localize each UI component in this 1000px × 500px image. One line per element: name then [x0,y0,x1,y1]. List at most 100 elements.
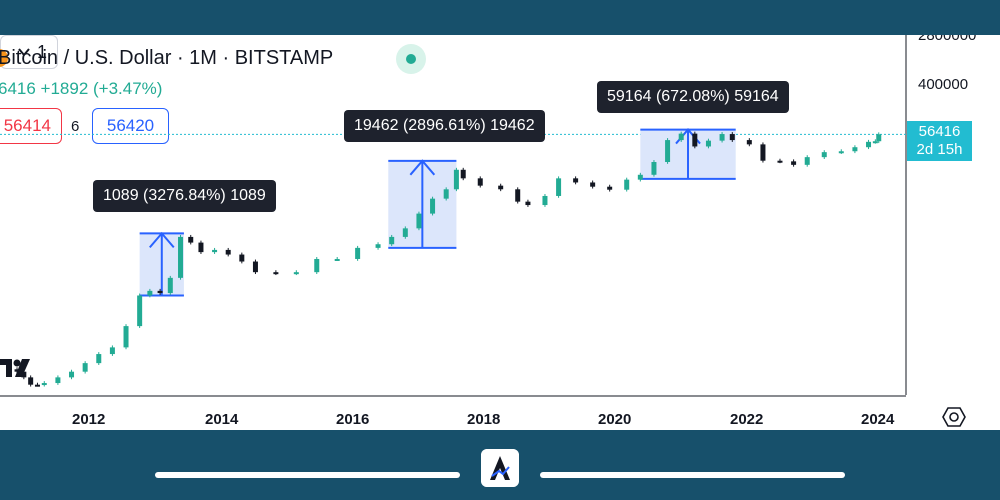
candle-body [872,141,878,144]
candle[interactable] [82,361,88,374]
candle[interactable] [872,139,878,144]
candle[interactable] [389,234,395,247]
top-band [0,0,1000,35]
candle[interactable] [41,381,47,387]
candle[interactable] [525,199,531,207]
candle[interactable] [515,187,521,204]
current-price-tag: 56416 2d 15h [907,121,972,161]
candle[interactable] [719,132,725,143]
price-chart[interactable] [0,35,1000,430]
candle[interactable] [678,131,684,142]
candle[interactable] [746,138,752,147]
candle[interactable] [590,180,596,189]
candle[interactable] [705,138,711,149]
candle[interactable] [760,142,766,163]
buy-button[interactable]: 56420 [92,108,169,144]
candle-body [515,189,521,202]
candle-body [746,140,752,145]
candle-body [416,213,422,229]
candle[interactable] [178,234,184,280]
candle-body [525,201,531,206]
candle-body [821,152,827,158]
candle-body [477,178,483,186]
candle[interactable] [729,132,735,142]
time-tick-label: 2014 [205,411,239,428]
candle[interactable] [791,159,797,167]
candle[interactable] [838,149,844,154]
candle-body [34,384,40,387]
candle[interactable] [651,160,657,177]
candle[interactable] [198,240,204,254]
candle[interactable] [34,382,40,387]
candle[interactable] [293,270,299,276]
candle[interactable] [334,257,340,261]
candle[interactable] [225,247,231,257]
candle-body [375,244,381,248]
candle[interactable] [28,375,34,387]
candle[interactable] [109,345,115,356]
candle[interactable] [273,270,279,276]
settings-gear-icon[interactable] [942,405,966,429]
candle[interactable] [852,145,858,154]
candle[interactable] [443,187,449,201]
candle[interactable] [665,138,671,164]
candle[interactable] [188,234,194,245]
candle[interactable] [123,324,129,350]
range-measure-2[interactable] [388,159,457,249]
candle[interactable] [804,155,810,167]
candle-body [838,151,844,154]
candle[interactable] [96,352,102,365]
candle[interactable] [637,172,643,182]
candle[interactable] [252,259,258,275]
candle[interactable] [239,252,245,264]
range-measure-1[interactable] [139,231,184,297]
candle[interactable] [212,247,218,254]
candle[interactable] [137,293,143,328]
candle[interactable] [157,288,163,295]
candle[interactable] [498,183,504,192]
bitcoin-icon [0,49,8,67]
symbol-title[interactable]: Bitcoin / U.S. Dollar · 1M · BITSTAMP [0,47,334,69]
candle-body [109,347,115,355]
sell-button[interactable]: 56414 [0,108,62,144]
candle[interactable] [355,245,361,261]
candle-body [239,254,245,262]
candle[interactable] [167,275,173,295]
candle[interactable] [556,176,562,198]
candle[interactable] [69,369,75,380]
candle[interactable] [460,167,466,181]
candle[interactable] [777,158,783,164]
candle[interactable] [314,257,320,275]
candle-body [402,228,408,237]
candle-body [665,140,671,163]
candle[interactable] [402,226,408,239]
spread-value: 6 [71,118,80,135]
candle[interactable] [375,242,381,250]
candle-body [167,277,173,294]
candle-body [82,363,88,372]
candle[interactable] [866,139,872,150]
candle[interactable] [573,176,579,185]
candle[interactable] [453,167,459,192]
candle-body [624,179,630,190]
divider-bar-left [155,472,460,478]
candle[interactable] [692,131,698,149]
indicators-count: 1 [36,41,47,62]
candle[interactable] [821,150,827,159]
chart-panel[interactable]: Bitcoin / U.S. Dollar · 1M · BITSTAMP 64… [0,35,1000,430]
candle[interactable] [147,288,153,298]
candle[interactable] [542,194,548,207]
candle-body [137,295,143,327]
candle[interactable] [416,211,422,231]
chevron-down-icon [18,48,30,57]
candle[interactable] [607,184,613,192]
candle-body [556,178,562,196]
candle-body [443,189,449,199]
candle[interactable] [430,196,436,216]
range-label: 1089 (3276.84%) 1089 [93,180,276,212]
candle[interactable] [477,176,483,188]
candle[interactable] [876,132,882,144]
candle[interactable] [624,177,630,192]
candle[interactable] [55,375,61,385]
candle-body [590,182,596,187]
